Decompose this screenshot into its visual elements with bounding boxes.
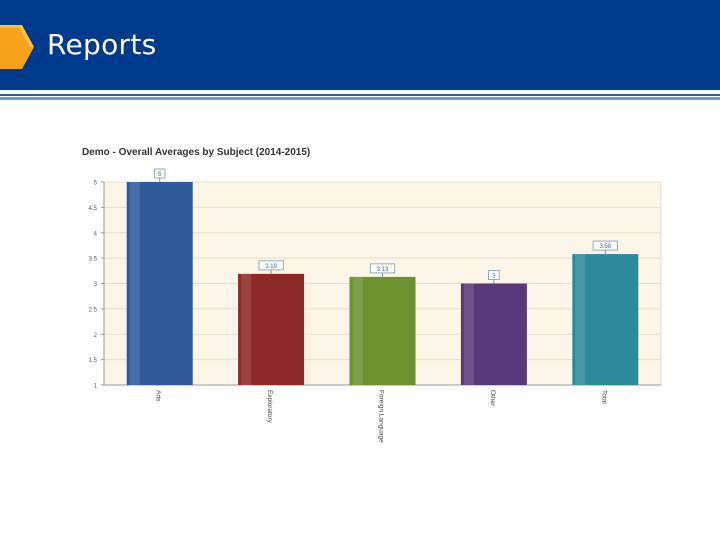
data-label-box <box>258 260 284 271</box>
bar-highlight <box>241 273 252 385</box>
data-label-box <box>592 240 618 251</box>
data-label: 3.19 <box>265 264 277 270</box>
bar-highlight <box>463 283 474 385</box>
data-label-box <box>153 168 166 179</box>
data-label: 5 <box>158 172 162 178</box>
data-label-box <box>369 263 396 274</box>
page-title: Reports <box>47 28 157 61</box>
y-tick-label: 1.5 <box>89 358 98 364</box>
bar <box>238 273 305 385</box>
header-bar: Reports <box>0 0 720 90</box>
x-tick-label: Total <box>600 390 607 404</box>
y-tick-label: 4.5 <box>89 206 98 212</box>
x-tick-label: Foreign Language <box>378 390 385 443</box>
bar-highlight <box>575 254 586 385</box>
y-tick-label: 4 <box>94 231 98 237</box>
y-tick-label: 1 <box>94 384 98 390</box>
divider <box>0 90 720 94</box>
data-label: 3 <box>492 274 496 280</box>
bar <box>349 276 416 385</box>
y-tick-label: 5 <box>94 181 98 187</box>
data-label: 3.13 <box>377 267 389 273</box>
orange-arrow-icon <box>0 25 34 69</box>
bar-highlight <box>129 182 140 385</box>
divider <box>0 94 720 96</box>
y-tick-label: 3.5 <box>89 257 98 263</box>
bar <box>126 182 193 385</box>
chart-title: Demo - Overall Averages by Subject (2014… <box>82 147 311 158</box>
bar <box>460 283 527 385</box>
y-tick-label: 2.5 <box>89 307 98 313</box>
divider <box>0 97 720 100</box>
divider <box>0 96 720 97</box>
bar-highlight <box>352 276 363 385</box>
x-tick-label: Arts <box>155 390 162 402</box>
x-tick-label: Exploratory <box>266 390 273 424</box>
y-tick-label: 3 <box>94 282 98 288</box>
x-tick-label: Other <box>489 390 496 407</box>
data-label: 3.58 <box>599 244 611 250</box>
y-tick-label: 2 <box>94 333 98 339</box>
data-label-box <box>488 270 500 280</box>
bar <box>572 254 639 385</box>
